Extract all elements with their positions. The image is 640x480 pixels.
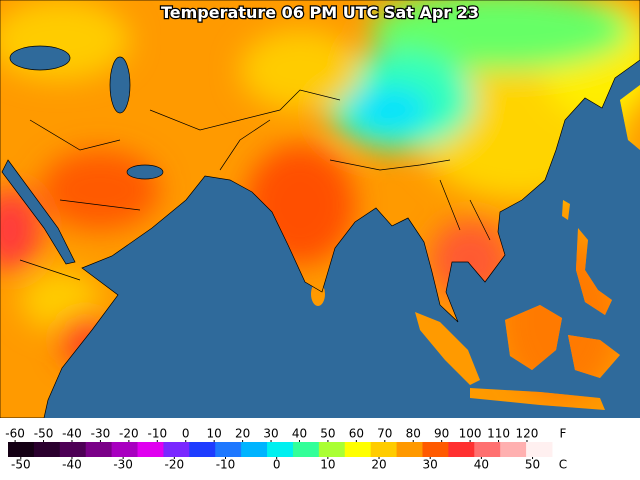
c-tick-label: 40 — [474, 458, 489, 472]
color-step — [292, 442, 320, 457]
c-tick-label: 10 — [320, 458, 335, 472]
color-step — [318, 442, 346, 457]
c-tick-label: 20 — [371, 458, 386, 472]
color-step — [137, 442, 164, 457]
f-tick-label: 70 — [377, 427, 392, 441]
f-tick-label: 60 — [349, 427, 364, 441]
f-tick-label: -20 — [119, 427, 139, 441]
f-tick-label: -40 — [62, 427, 82, 441]
f-tick-label: 100 — [459, 427, 482, 441]
f-tick-label: 20 — [235, 427, 250, 441]
f-tick-label: 40 — [292, 427, 307, 441]
color-step — [111, 442, 139, 457]
color-step — [267, 442, 294, 457]
color-step — [500, 442, 527, 457]
f-tick-label: 110 — [487, 427, 510, 441]
color-step — [448, 442, 475, 457]
c-tick-label: 50 — [525, 458, 540, 472]
color-step — [59, 442, 87, 457]
color-step — [370, 442, 398, 457]
f-tick-label: -50 — [34, 427, 54, 441]
c-tick-label: 30 — [423, 458, 438, 472]
color-step — [474, 442, 501, 457]
c-tick-label: -30 — [113, 458, 133, 472]
color-step — [396, 442, 423, 457]
color-step — [163, 442, 190, 457]
color-step — [344, 442, 372, 457]
celsius-unit: C — [559, 458, 567, 472]
color-step — [526, 442, 553, 457]
f-tick-label: 30 — [263, 427, 278, 441]
f-tick-label: -30 — [91, 427, 111, 441]
f-tick-label: 10 — [207, 427, 222, 441]
f-tick-label: 80 — [406, 427, 421, 441]
color-step — [33, 442, 61, 457]
color-step — [189, 442, 216, 457]
c-tick-label: -40 — [62, 458, 82, 472]
f-tick-label: 120 — [516, 427, 539, 441]
color-step — [85, 442, 113, 457]
color-step — [8, 442, 35, 457]
color-step — [215, 442, 242, 457]
color-step — [241, 442, 268, 457]
f-tick-label: -10 — [147, 427, 167, 441]
map-title: Temperature 06 PM UTC Sat Apr 23 — [161, 3, 479, 22]
c-tick-label: -10 — [216, 458, 236, 472]
fahrenheit-unit: F — [560, 427, 567, 441]
f-tick-label: 50 — [320, 427, 335, 441]
f-tick-label: 90 — [434, 427, 449, 441]
f-tick-label: 0 — [182, 427, 190, 441]
c-tick-label: -20 — [165, 458, 185, 472]
c-tick-label: 0 — [273, 458, 281, 472]
colorbar — [8, 440, 553, 459]
c-tick-label: -50 — [11, 458, 31, 472]
borders — [0, 0, 640, 419]
color-step — [422, 442, 449, 457]
f-tick-label: -60 — [5, 427, 25, 441]
